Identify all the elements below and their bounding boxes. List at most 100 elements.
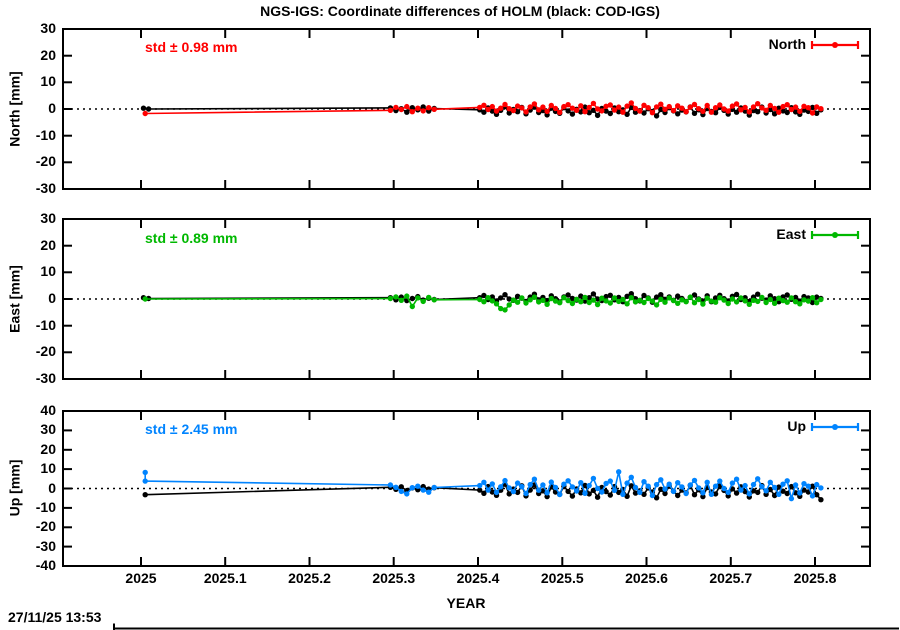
east-cod-igs-point: [502, 292, 508, 298]
up-cod-igs-point: [514, 489, 521, 496]
north-ngs-igs-point: [780, 103, 786, 110]
up-ngs-igs-point: [599, 489, 605, 495]
east-ngs-igs-point: [792, 299, 799, 305]
up-ngs-igs-point: [712, 483, 719, 489]
east-ngs-igs-point: [616, 298, 622, 305]
north-ngs-igs-point: [691, 101, 698, 108]
east-ngs-igs-point: [489, 298, 495, 304]
up-ngs-igs-point: [801, 481, 807, 487]
y-tick-label: 10: [40, 73, 56, 90]
up-ngs-igs-point: [700, 490, 706, 496]
up-ngs-igs-point: [632, 484, 639, 491]
east-cod-igs-point: [565, 292, 571, 298]
east-ngs-igs-point: [797, 301, 803, 307]
up-ngs-igs-point: [763, 488, 769, 494]
east-ngs-igs-point: [809, 295, 816, 301]
north-ngs-igs-point: [506, 106, 512, 112]
up-ngs-igs-point: [493, 489, 500, 496]
up-ngs-igs-point: [506, 485, 512, 491]
north-cod-igs-point: [578, 109, 584, 115]
east-ngs-igs-point: [670, 297, 677, 304]
north-cod-igs-point: [145, 106, 152, 112]
north-ngs-igs-point: [398, 106, 404, 113]
north-cod-igs-point: [641, 110, 647, 116]
up-ngs-igs-point: [540, 482, 546, 488]
east-ngs-igs-point: [675, 300, 681, 306]
north-ngs-igs-point: [742, 104, 748, 111]
north-ngs-igs-point: [670, 107, 677, 114]
east-cod-igs-point: [653, 294, 660, 300]
y-tick-label: -30: [35, 537, 56, 554]
up-ngs-igs-point: [687, 482, 693, 488]
east-cod-igs-point: [691, 292, 698, 298]
north-ngs-igs-point: [594, 106, 601, 112]
east-cod-igs-point: [607, 292, 613, 298]
east-ngs-igs-point: [404, 293, 410, 299]
y-tick-label: 40: [40, 402, 56, 418]
x-tick-label: 2025.3: [372, 570, 416, 586]
north-ngs-igs-point: [544, 108, 550, 115]
y-tick-label: -30: [35, 180, 56, 196]
east-ngs-igs-point: [552, 298, 559, 304]
up-ngs-igs-point: [662, 486, 668, 492]
north-ngs-igs-point: [561, 103, 567, 110]
x-tick-label: 2025.1: [203, 570, 247, 586]
up-cod-igs-point: [624, 493, 630, 499]
north-cod-igs-point: [506, 110, 512, 116]
up-cod-igs-point: [632, 490, 639, 496]
up-ngs-igs-point: [477, 482, 483, 489]
up-ngs-igs-point: [797, 490, 803, 496]
north-ngs-igs-point: [700, 108, 706, 115]
north-ngs-igs-point: [502, 101, 508, 108]
east-ngs-igs-point: [784, 299, 790, 305]
up-ngs-igs-point: [738, 487, 744, 493]
east-ngs-igs-point: [708, 298, 715, 304]
up-cod-igs-point: [653, 495, 660, 501]
east-ngs-igs-point: [700, 301, 706, 307]
north-ngs-igs-point: [404, 103, 410, 110]
north-cod-igs-point: [616, 109, 622, 115]
up-ngs-igs-point: [759, 483, 765, 490]
north-ngs-igs-point: [415, 105, 421, 111]
east-ngs-igs-point: [666, 295, 672, 301]
north-ngs-igs-point: [523, 109, 529, 115]
east-ngs-igs-point: [620, 296, 626, 303]
east-cod-igs-point: [624, 293, 630, 299]
up-ngs-igs-point: [404, 491, 410, 497]
up-ngs-igs-point: [590, 475, 597, 482]
up-ngs-igs-point: [387, 482, 394, 488]
north-ngs-igs-point: [586, 104, 592, 111]
up-cod-igs-point: [814, 492, 820, 498]
up-cod-igs-point: [712, 491, 719, 497]
north-ngs-igs-point: [797, 108, 803, 115]
up-cod-igs-point: [641, 491, 647, 497]
north-cod-igs-point: [607, 110, 613, 117]
east-cod-igs-point: [733, 291, 740, 298]
east-ngs-igs-point: [594, 301, 601, 308]
legend-label-up: Up: [787, 418, 806, 434]
up-ngs-igs-point: [628, 474, 634, 480]
y-tick-label: -20: [35, 343, 56, 360]
up-ngs-igs-point: [776, 491, 782, 497]
east-ngs-igs-point: [578, 299, 584, 305]
east-ngs-igs-point: [544, 301, 550, 307]
x-tick-label: 2025.4: [456, 570, 500, 586]
east-ngs-igs-point: [750, 297, 757, 303]
up-ngs-igs-point: [531, 476, 538, 482]
north-ngs-igs-point: [759, 105, 765, 111]
up-cod-igs-point: [780, 488, 786, 494]
up-ngs-igs-point: [679, 484, 685, 490]
east-ngs-igs-point: [763, 299, 769, 306]
y-tick-label: -40: [35, 557, 56, 573]
east-ngs-igs-point: [536, 299, 542, 305]
up-ngs-igs-point: [729, 480, 736, 486]
up-cod-igs-point: [565, 488, 571, 495]
x-tick-label: 2025.8: [793, 570, 837, 586]
east-ngs-igs-point: [586, 299, 592, 306]
north-ngs-igs-point: [590, 100, 597, 107]
up-cod-igs-point: [489, 489, 495, 495]
up-ngs-igs-point: [536, 487, 542, 493]
east-ngs-igs-point: [624, 301, 630, 307]
up-ngs-igs-point: [645, 483, 651, 489]
north-ngs-igs-point: [489, 103, 495, 110]
